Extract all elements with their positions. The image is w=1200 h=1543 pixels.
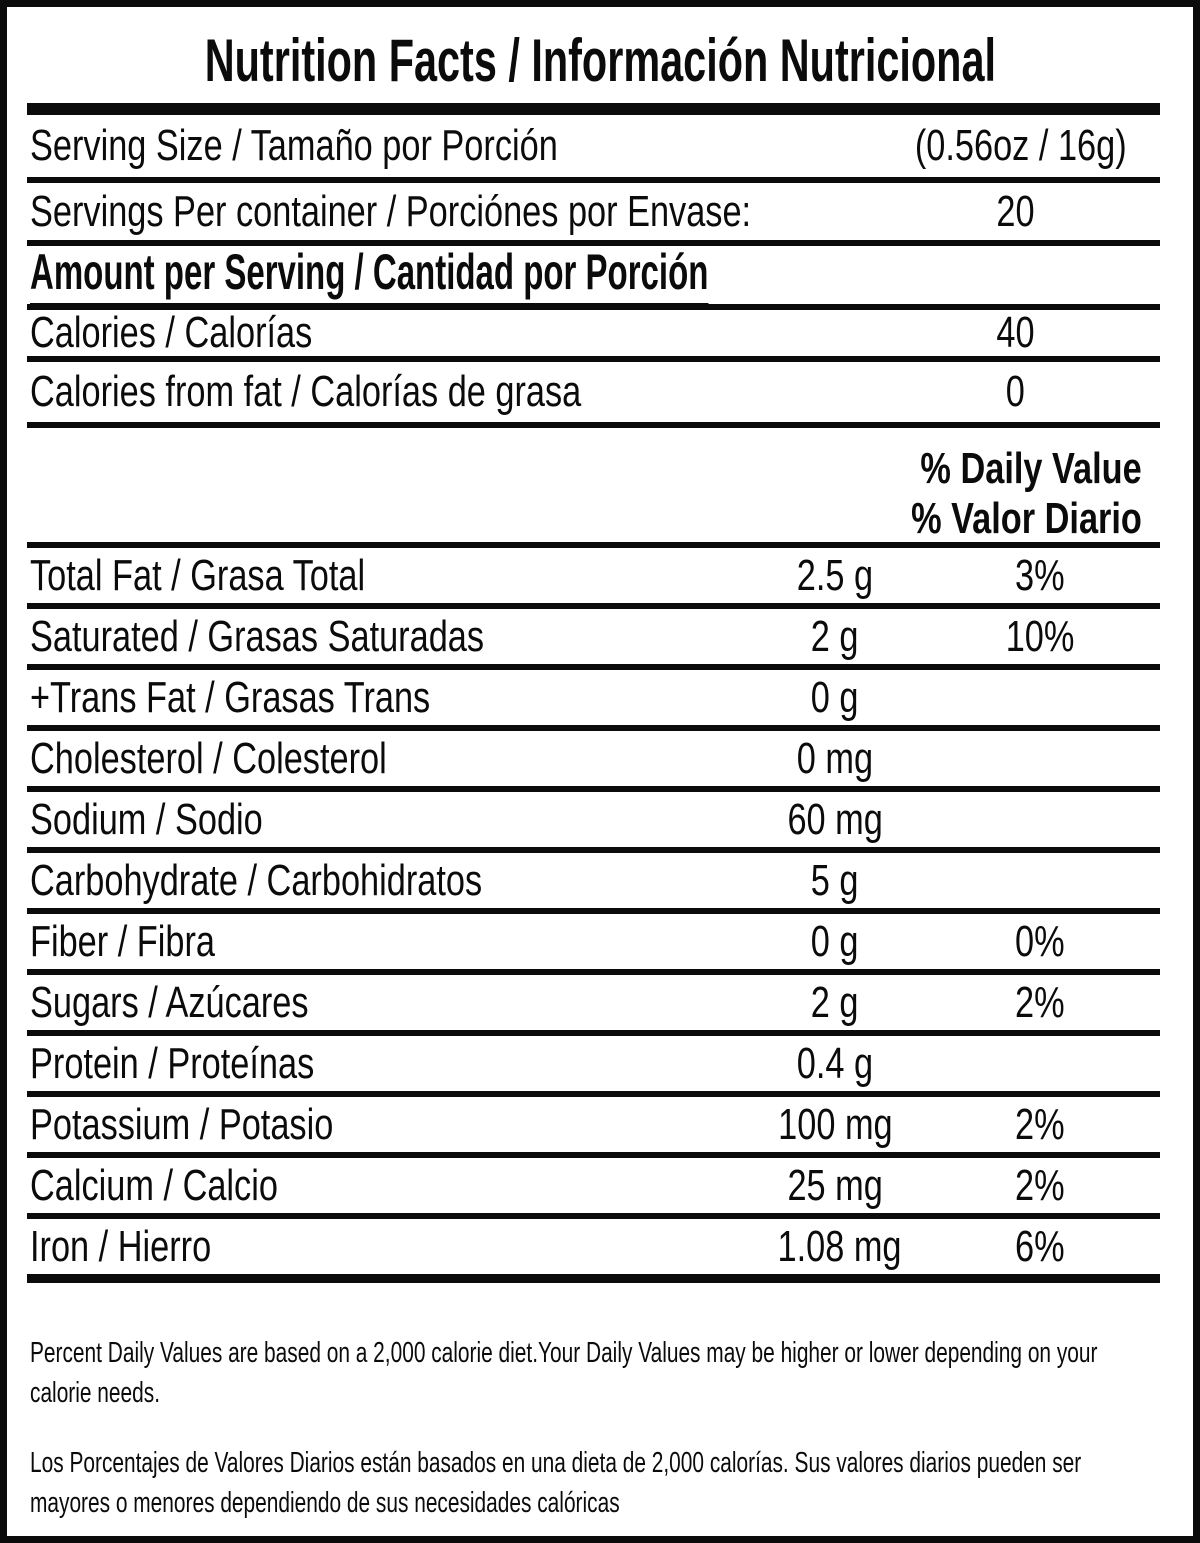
nutrient-daily-value: 0% <box>1015 916 1065 966</box>
nutrient-label: Iron / Hierro <box>30 1221 212 1271</box>
nutrient-amount: 5 g <box>811 855 859 905</box>
nutrient-amount: 25 mg <box>787 1160 883 1210</box>
calories-value: 40 <box>995 308 1035 357</box>
serving-size-value: (0.56oz / 16g) <box>914 121 1127 170</box>
nutrient-label: Carbohydrate / Carbohidratos <box>30 855 483 905</box>
nutrient-amount: 2.5 g <box>796 550 874 600</box>
nutrient-amount: 100 mg <box>777 1099 893 1149</box>
footnote-spanish: Los Porcentajes de Valores Diarios están… <box>30 1447 1082 1519</box>
label-body: Serving Size / Tamaño por Porción (0.56o… <box>27 115 1160 1274</box>
servings-per-container-row: Servings Per container / Porciónes por E… <box>27 183 1160 246</box>
footer-thick-divider <box>27 1274 1160 1283</box>
nutrient-row-potassium: Potassium / Potasio 100 mg 2% <box>27 1097 1160 1158</box>
nutrient-row-calcium: Calcium / Calcio 25 mg 2% <box>27 1158 1160 1219</box>
nutrient-daily-value: 3% <box>1015 550 1065 600</box>
nutrient-amount: 0 mg <box>796 733 874 783</box>
nutrient-amount: 0 g <box>811 672 859 722</box>
calories-row: Calories / Calorías 40 <box>27 308 1160 362</box>
calories-label: Calories / Calorías <box>30 308 313 357</box>
nutrient-row-carbohydrate: Carbohydrate / Carbohidratos 5 g <box>27 853 1160 914</box>
nutrient-label: +Trans Fat / Grasas Trans <box>30 672 431 722</box>
nutrient-label: Total Fat / Grasa Total <box>30 550 366 600</box>
title-thick-divider <box>27 103 1160 115</box>
nutrient-label: Fiber / Fibra <box>30 916 215 966</box>
nutrient-amount: 2 g <box>811 611 859 661</box>
nutrient-label: Protein / Proteínas <box>30 1038 315 1088</box>
calories-from-fat-value: 0 <box>1005 367 1025 416</box>
serving-size-row: Serving Size / Tamaño por Porción (0.56o… <box>27 115 1160 183</box>
nutrient-row-saturated-fat: Saturated / Grasas Saturadas 2 g 10% <box>27 609 1160 670</box>
nutrient-row-fiber: Fiber / Fibra 0 g 0% <box>27 914 1160 975</box>
nutrient-amount: 60 mg <box>787 794 883 844</box>
nutrient-daily-value: 10% <box>1005 611 1075 661</box>
label-header: Nutrition Facts / Información Nutriciona… <box>7 7 1193 103</box>
nutrient-amount: 1.08 mg <box>777 1221 902 1271</box>
nutrient-daily-value: 6% <box>1015 1221 1065 1271</box>
nutrient-label: Sodium / Sodio <box>30 794 263 844</box>
footnotes: Percent Daily Values are based on a 2,00… <box>27 1333 1160 1523</box>
servings-per-container-value: 20 <box>995 186 1035 236</box>
nutrient-label: Potassium / Potasio <box>30 1099 334 1149</box>
nutrient-row-iron: Iron / Hierro 1.08 mg 6% <box>27 1219 1160 1274</box>
nutrient-daily-value: 2% <box>1015 977 1065 1027</box>
daily-value-header: % Daily Value % Valor Diario <box>27 428 1160 548</box>
nutrient-row-sugars: Sugars / Azúcares 2 g 2% <box>27 975 1160 1036</box>
serving-size-label: Serving Size / Tamaño por Porción <box>30 121 558 170</box>
amount-per-serving-heading: Amount per Serving / Cantidad por Porció… <box>30 243 709 308</box>
footnote-english: Percent Daily Values are based on a 2,00… <box>30 1337 1098 1409</box>
nutrient-daily-value: 2% <box>1015 1160 1065 1210</box>
nutrient-label: Sugars / Azúcares <box>30 977 309 1027</box>
nutrient-row-sodium: Sodium / Sodio 60 mg <box>27 792 1160 853</box>
servings-per-container-label: Servings Per container / Porciónes por E… <box>30 186 752 236</box>
nutrient-row-cholesterol: Cholesterol / Colesterol 0 mg <box>27 731 1160 792</box>
nutrient-label: Saturated / Grasas Saturadas <box>30 611 485 661</box>
nutrient-row-trans-fat: +Trans Fat / Grasas Trans 0 g <box>27 670 1160 731</box>
nutrient-amount: 0.4 g <box>796 1038 874 1088</box>
amount-per-serving-row: Amount per Serving / Cantidad por Porció… <box>27 243 1160 310</box>
daily-value-header-es: % Valor Diario <box>911 494 1142 543</box>
label-title: Nutrition Facts / Información Nutriciona… <box>204 26 996 94</box>
nutrient-row-total-fat: Total Fat / Grasa Total 2.5 g 3% <box>27 548 1160 609</box>
nutrient-label: Calcium / Calcio <box>30 1160 278 1210</box>
calories-from-fat-row: Calories from fat / Calorías de grasa 0 <box>27 362 1160 428</box>
nutrient-amount: 0 g <box>811 916 859 966</box>
nutrient-row-protein: Protein / Proteínas 0.4 g <box>27 1036 1160 1097</box>
nutrient-amount: 2 g <box>811 977 859 1027</box>
daily-value-header-en: % Daily Value <box>920 444 1142 493</box>
nutrient-daily-value: 2% <box>1015 1099 1065 1149</box>
nutrient-label: Cholesterol / Colesterol <box>30 733 387 783</box>
calories-from-fat-label: Calories from fat / Calorías de grasa <box>30 367 582 416</box>
